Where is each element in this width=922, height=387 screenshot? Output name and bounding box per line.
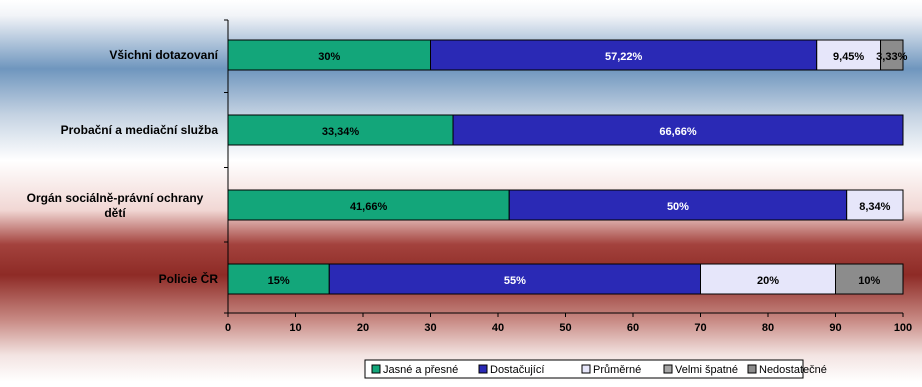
x-tick-label: 20 — [357, 322, 369, 334]
x-tick-label: 70 — [694, 322, 706, 334]
legend-swatch-dostacujici — [478, 364, 488, 374]
bar-jasne-a-presne-3 — [227, 189, 510, 221]
x-tick-label: 100 — [894, 322, 912, 334]
x-tick-label: 80 — [762, 322, 774, 334]
bar-dostacujici-3 — [508, 189, 848, 221]
data-label-prumerne-1: 9,45% — [833, 51, 864, 63]
data-label-jasne-a-presne-2: 33,34% — [322, 126, 360, 138]
bar-prumerne-1 — [816, 39, 882, 71]
x-tick-label: 10 — [289, 322, 301, 334]
data-label-jasne-a-presne-3: 41,66% — [350, 201, 388, 213]
bar-prumerne-3 — [846, 189, 904, 221]
data-label-dostacujici-3: 50% — [667, 201, 689, 213]
data-label-jasne-a-presne-1: 30% — [318, 51, 340, 63]
legend-label-jasne-a-presne: Jasné a přesné — [383, 364, 458, 376]
data-label-prumerne-4: 20% — [757, 275, 779, 287]
data-label-prumerne-3: 8,34% — [859, 201, 890, 213]
data-label-nedostatecne-4: 10% — [858, 275, 880, 287]
legend-label-prumerne: Průměrné — [593, 364, 641, 376]
bar-nedostatecne-1 — [880, 39, 904, 71]
data-label-dostacujici-1: 57,22% — [605, 51, 643, 63]
legend-label-velmi-spatne: Velmi špatné — [675, 364, 738, 376]
x-tick-label: 60 — [627, 322, 639, 334]
legend-swatch-prumerne — [581, 364, 591, 374]
x-tick-label: 0 — [225, 322, 231, 334]
legend-label-dostacujici: Dostačující — [490, 364, 544, 376]
category-label-policie-cr: Policie ČR — [159, 271, 219, 286]
bar-jasne-a-presne-4 — [227, 263, 330, 295]
x-tick-label: 90 — [829, 322, 841, 334]
bar-dostacujici-4 — [328, 263, 701, 295]
bar-prumerne-4 — [700, 263, 836, 295]
data-label-nedostatecne-1: 3,33% — [876, 51, 907, 63]
data-label-jasne-a-presne-4: 15% — [268, 275, 290, 287]
legend-swatch-velmi-spatne — [663, 364, 673, 374]
bar-nedostatecne-4 — [835, 263, 904, 295]
legend-swatch-jasne-a-presne — [371, 364, 381, 374]
x-tick-label: 40 — [492, 322, 504, 334]
data-label-dostacujici-2: 66,66% — [659, 126, 697, 138]
legend-label-nedostatecne: Nedostatečné — [759, 364, 827, 376]
legend-swatch-nedostatecne — [747, 364, 757, 374]
data-label-dostacujici-4: 55% — [504, 275, 526, 287]
x-tick-label: 50 — [559, 322, 571, 334]
x-tick-label: 30 — [424, 322, 436, 334]
category-label-vsichni-dotazovani: Všichni dotazovaní — [109, 48, 218, 62]
category-label-probacni-a-mediacni-sluzba: Probační a mediační služba — [61, 123, 219, 137]
category-label-organ-socialne-pravni-ochrany-deti: Orgán sociálně-právní ochrany dětí — [27, 191, 204, 220]
bar-jasne-a-presne-2 — [227, 114, 454, 146]
bar-dostacujici-2 — [452, 114, 904, 146]
